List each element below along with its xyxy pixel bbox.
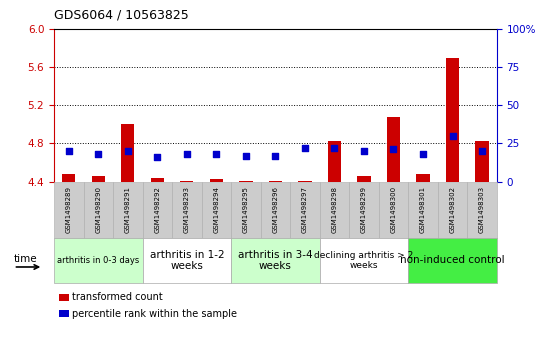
Point [271, 153, 280, 159]
Text: GSM1498290: GSM1498290 [95, 186, 102, 233]
Point [64, 148, 73, 154]
Text: arthritis in 3-4
weeks: arthritis in 3-4 weeks [238, 250, 313, 271]
Point [301, 145, 309, 151]
Text: time: time [14, 254, 37, 264]
Bar [180, 180, 193, 182]
Bar [121, 125, 134, 182]
Bar [151, 178, 164, 182]
Text: arthritis in 1-2
weeks: arthritis in 1-2 weeks [150, 250, 224, 271]
Bar [387, 117, 400, 182]
Bar [210, 179, 223, 182]
Text: percentile rank within the sample: percentile rank within the sample [72, 309, 238, 319]
Text: non-induced control: non-induced control [400, 256, 505, 265]
Text: GSM1498297: GSM1498297 [302, 186, 308, 233]
Text: GSM1498293: GSM1498293 [184, 186, 190, 233]
Text: GSM1498302: GSM1498302 [449, 186, 456, 233]
Point [448, 133, 457, 139]
Point [478, 148, 487, 154]
Text: GSM1498299: GSM1498299 [361, 186, 367, 233]
Point [153, 154, 161, 160]
Bar [62, 174, 76, 182]
Point [212, 151, 221, 157]
Text: transformed count: transformed count [72, 292, 163, 302]
Point [241, 153, 250, 159]
Bar [475, 140, 489, 182]
Point [418, 151, 427, 157]
Point [360, 148, 368, 154]
Bar [357, 176, 370, 182]
Bar [269, 180, 282, 182]
Text: GSM1498291: GSM1498291 [125, 186, 131, 233]
Bar [239, 180, 253, 182]
Point [124, 148, 132, 154]
Bar [298, 180, 312, 182]
Point [330, 145, 339, 151]
Point [94, 151, 103, 157]
Bar [92, 176, 105, 182]
Text: GSM1498298: GSM1498298 [332, 186, 338, 233]
Text: GSM1498292: GSM1498292 [154, 186, 160, 233]
Point [389, 147, 398, 152]
Text: arthritis in 0-3 days: arthritis in 0-3 days [57, 256, 139, 265]
Text: GSM1498289: GSM1498289 [66, 186, 72, 233]
Text: GSM1498294: GSM1498294 [213, 186, 219, 233]
Text: GSM1498301: GSM1498301 [420, 186, 426, 233]
Text: GSM1498295: GSM1498295 [243, 186, 249, 233]
Text: GSM1498296: GSM1498296 [272, 186, 279, 233]
Bar [416, 174, 430, 182]
Text: GSM1498300: GSM1498300 [390, 186, 396, 233]
Bar [328, 142, 341, 182]
Text: GSM1498303: GSM1498303 [479, 186, 485, 233]
Point [183, 151, 191, 157]
Text: GDS6064 / 10563825: GDS6064 / 10563825 [54, 9, 189, 22]
Text: declining arthritis > 2
weeks: declining arthritis > 2 weeks [314, 251, 414, 270]
Bar [446, 58, 459, 182]
